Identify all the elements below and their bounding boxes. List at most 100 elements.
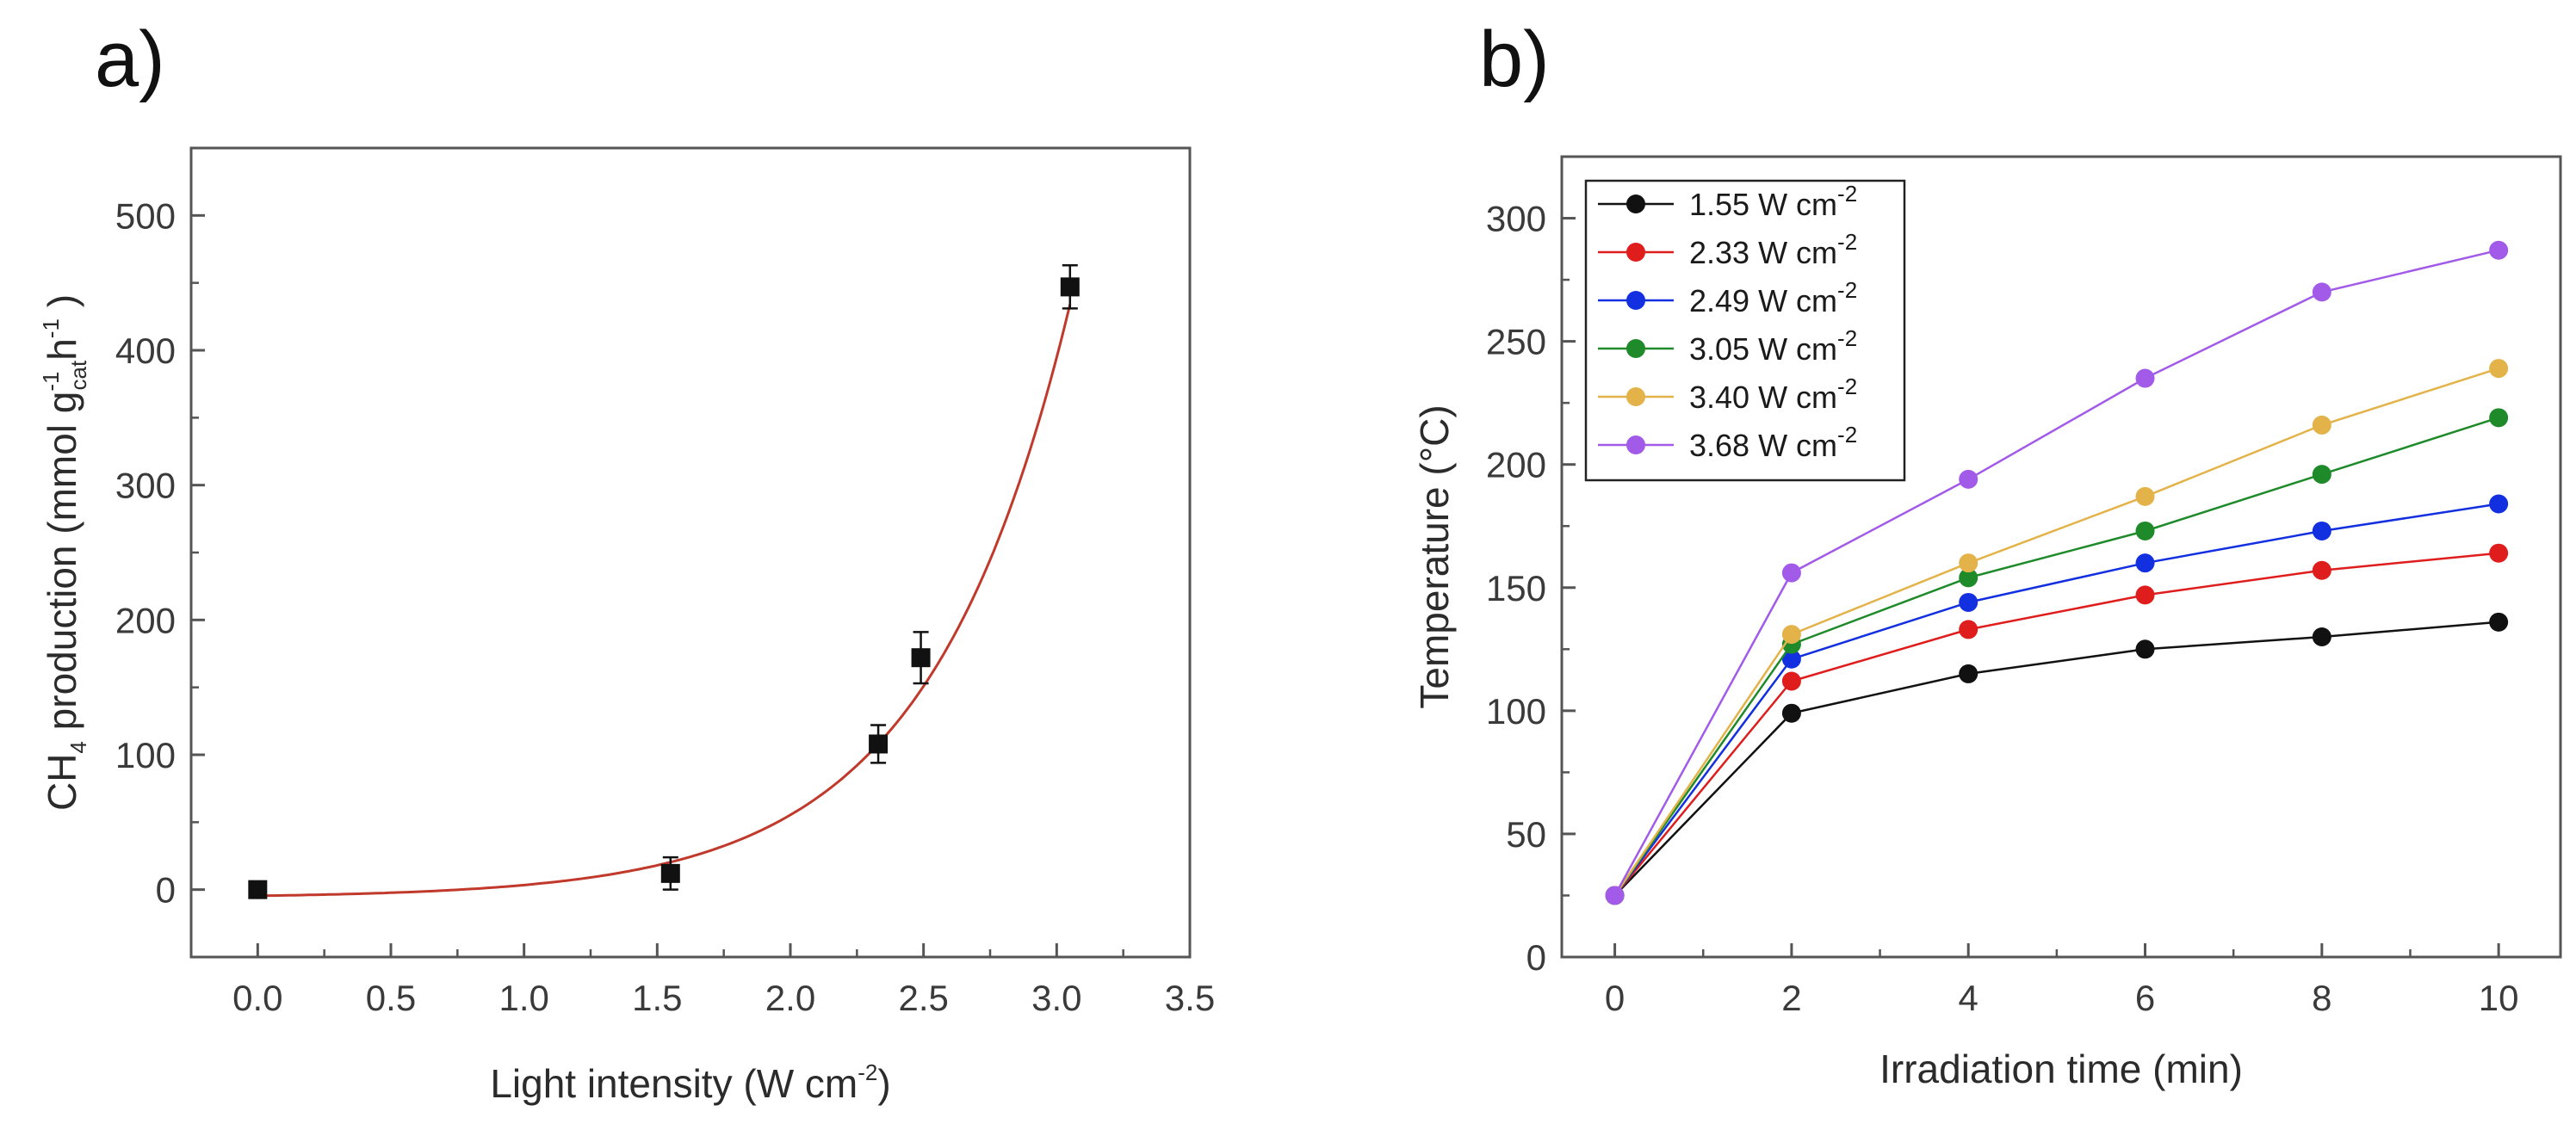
series-point: [2489, 543, 2509, 563]
legend-label: 2.33 W cm-2: [1689, 229, 1857, 270]
panel-b-y-axis-title: Temperature (°C): [1412, 405, 1457, 708]
x-tick-label: 2.5: [898, 978, 948, 1018]
series-point: [1781, 625, 1801, 645]
y-tick-label: 100: [1486, 691, 1546, 732]
series-point: [2135, 521, 2155, 540]
data-point: [1060, 277, 1080, 297]
x-tick-label: 1.5: [632, 978, 682, 1018]
series-point: [2312, 627, 2331, 646]
panel-a-ticks: 0.0 0.5 1.0 1.5 2.0 2.5 3.0 3.5 0 100 200 300 400 500: [115, 195, 1215, 1018]
legend-label: 3.40 W cm-2: [1689, 374, 1857, 415]
y-tick-label: 250: [1486, 322, 1546, 362]
legend-label-sup: -2: [1837, 229, 1857, 255]
series-point: [1781, 563, 1801, 583]
legend-label-text: 2.33 W cm: [1689, 235, 1837, 270]
x-tick-label: 0.5: [366, 978, 416, 1018]
legend-label: 3.05 W cm-2: [1689, 325, 1857, 367]
series-point: [2312, 560, 2331, 580]
x-tick-label: 6: [2135, 978, 2155, 1018]
legend-label-text: 2.49 W cm: [1689, 283, 1837, 318]
series-point: [1959, 664, 1978, 683]
series-point: [2489, 240, 2509, 260]
panel-a-label: a): [95, 15, 165, 103]
legend-marker: [1626, 435, 1645, 454]
series-point: [1781, 703, 1801, 723]
series-point: [1781, 649, 1801, 669]
legend-label-sup: -2: [1837, 422, 1857, 448]
x-tick-label: 8: [2312, 978, 2331, 1018]
legend-label: 1.55 W cm-2: [1689, 181, 1857, 222]
series-line: [1613, 552, 2499, 897]
legend-marker: [1626, 291, 1645, 310]
series-point: [2135, 585, 2155, 605]
series-point: [2489, 408, 2509, 428]
y-tick-label: 200: [115, 600, 176, 640]
x-tick-label: 10: [2479, 978, 2519, 1018]
panel-a-x-axis-title: Light intensity (W cm-2): [490, 1059, 890, 1106]
legend-label: 2.49 W cm-2: [1689, 277, 1857, 318]
x-tick-label: 0.0: [232, 978, 282, 1018]
series-point: [2312, 415, 2331, 435]
series-point: [1959, 469, 1978, 489]
y-tick-label: 200: [1486, 445, 1546, 485]
legend-marker: [1626, 387, 1645, 406]
series-2.33: [1605, 543, 2509, 905]
series-line: [1613, 503, 2499, 897]
series-point: [1959, 568, 1978, 588]
panel-a-points: [248, 264, 1080, 899]
x-tick-label: 4: [1959, 978, 1978, 1018]
series-2.49: [1605, 494, 2509, 905]
series-point: [2489, 359, 2509, 379]
legend-label-text: 3.40 W cm: [1689, 380, 1837, 415]
legend-label-sup: -2: [1837, 325, 1857, 351]
data-point: [660, 863, 680, 883]
y-tick-label: 50: [1506, 814, 1546, 855]
panel-b-plot-frame: [1560, 155, 2562, 959]
panel-a-plot-frame: [189, 146, 1192, 959]
series-3.05: [1605, 408, 2509, 905]
series-point: [1781, 671, 1801, 691]
legend-marker: [1626, 243, 1645, 262]
series-line: [1613, 621, 2499, 897]
series-point: [2135, 639, 2155, 659]
panel-b-series-layer: [1605, 240, 2509, 905]
y-tick-label: 150: [1486, 568, 1546, 608]
fit-curve: [257, 304, 1072, 898]
panel-b-legend: 1.55 W cm-22.33 W cm-22.49 W cm-23.05 W …: [1584, 179, 1906, 482]
series-line: [1613, 367, 2499, 897]
legend-marker: [1626, 195, 1645, 213]
panel-a-y-axis-title: CH4 production (mmol g-1cath-1 ): [38, 294, 91, 811]
legend-label-text: 3.68 W cm: [1689, 428, 1837, 463]
y-tick-label: 300: [1486, 199, 1546, 239]
series-3.68: [1605, 240, 2509, 905]
y-tick-label: 0: [1526, 937, 1546, 978]
y-tick-label: 0: [156, 870, 176, 911]
data-point: [911, 648, 931, 668]
y-tick-label: 500: [115, 195, 176, 236]
series-point: [2135, 486, 2155, 506]
legend-label-sup: -2: [1837, 181, 1857, 207]
legend-label-sup: -2: [1837, 374, 1857, 399]
data-point: [248, 880, 268, 899]
legend-box: [1584, 179, 1906, 482]
series-point: [2312, 521, 2331, 540]
series-point: [1959, 620, 1978, 639]
x-tick-label: 0: [1605, 978, 1625, 1018]
series-point: [1959, 592, 1978, 612]
series-point: [2489, 612, 2509, 632]
panel-b-label: b): [1479, 15, 1550, 103]
series-line: [1613, 249, 2499, 897]
series-1.55: [1605, 612, 2509, 905]
series-point: [2312, 465, 2331, 485]
legend-label-text: 3.05 W cm: [1689, 331, 1837, 367]
series-point: [1959, 553, 1978, 573]
x-tick-label: 2.0: [765, 978, 815, 1018]
x-tick-label: 3.0: [1031, 978, 1081, 1018]
panel-a-fit-layer: [257, 304, 1072, 898]
series-point: [2135, 368, 2155, 388]
panel-a-chart: a) 0.0 0.5 1.0 1.5 2.0 2.5 3.0 3.5 0 100 200 300 400…: [38, 15, 1215, 1106]
data-point: [869, 734, 889, 754]
